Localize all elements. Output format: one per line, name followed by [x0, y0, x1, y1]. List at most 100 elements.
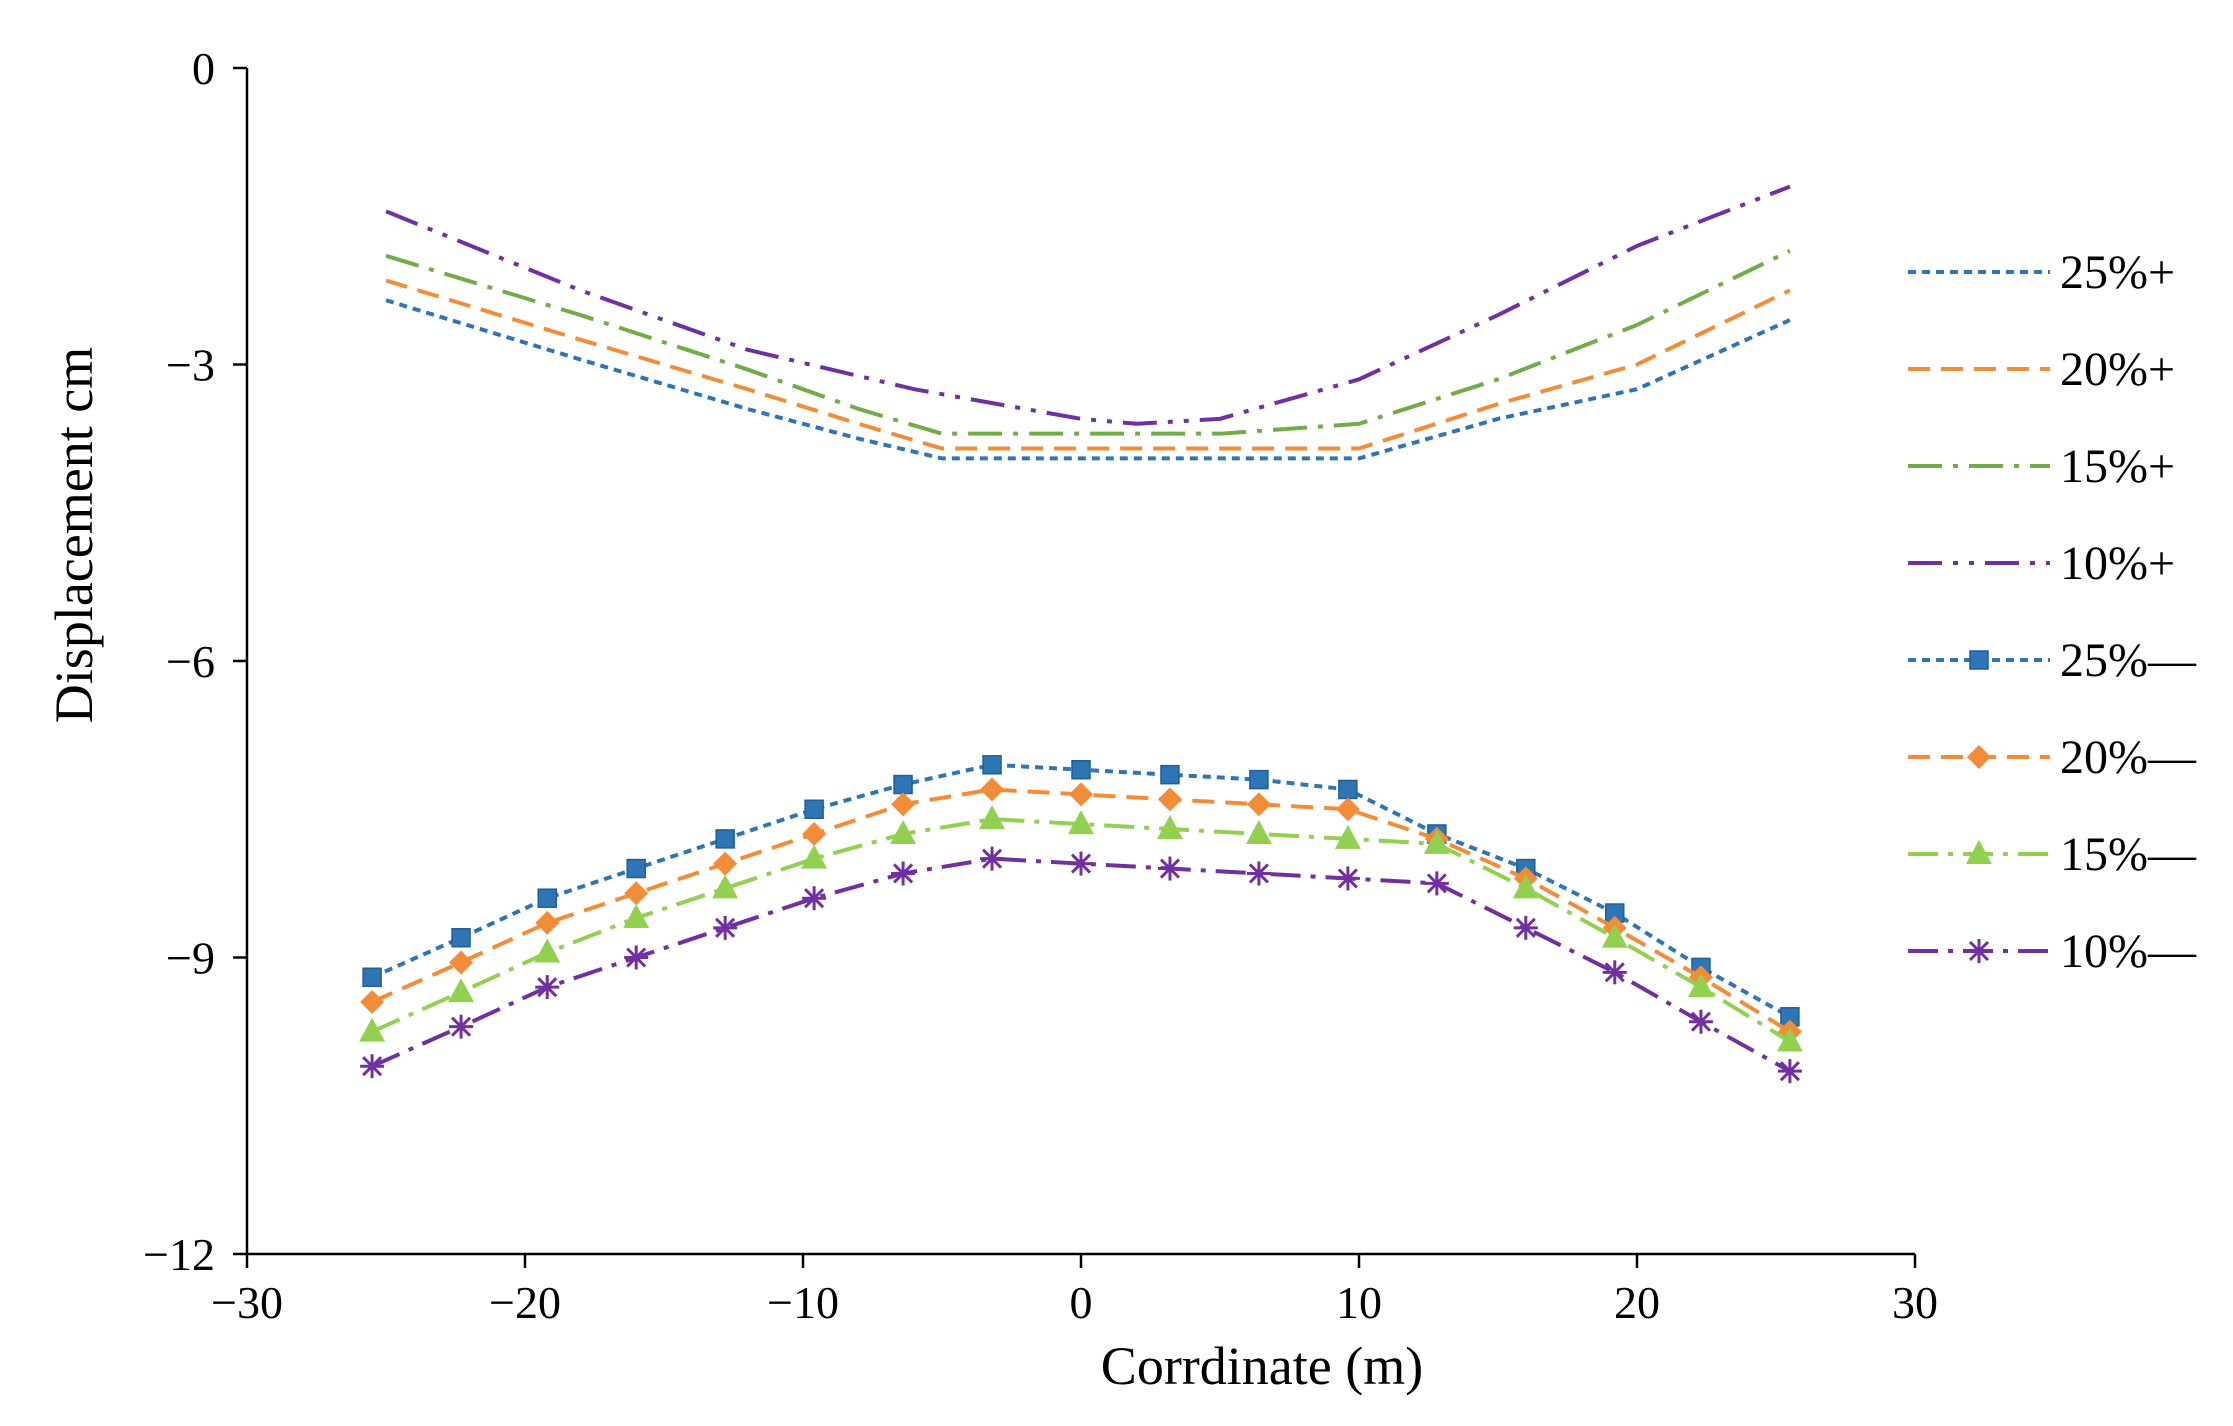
data-point-diamond — [1069, 782, 1093, 807]
data-point-diamond — [1335, 797, 1360, 822]
asterisk-stroke — [1337, 868, 1358, 889]
data-point-square — [715, 829, 735, 849]
data-point-triangle — [1068, 810, 1094, 835]
legend-label: 15%— — [2060, 828, 2197, 881]
data-point-square — [362, 967, 382, 988]
legend-item: 10%+ — [1908, 537, 2175, 590]
data-point-triangle — [1601, 923, 1628, 948]
data-point-triangle — [801, 844, 828, 869]
data-point-diamond — [891, 792, 916, 817]
series-7 — [359, 805, 1803, 1052]
asterisk-stroke — [1426, 873, 1447, 894]
y-tick-label: −6 — [166, 636, 215, 687]
axes-group — [233, 66, 1917, 1268]
asterisk-stroke — [1515, 917, 1536, 938]
series-1 — [385, 298, 1791, 461]
data-point-asterisk — [1777, 1059, 1802, 1084]
x-tick-label: 20 — [1614, 1277, 1660, 1328]
series-line — [385, 278, 1791, 451]
data-point-square — [982, 755, 1002, 775]
data-point-asterisk — [1069, 851, 1093, 876]
asterisk-stroke — [1159, 858, 1181, 879]
data-point-triangle — [712, 874, 739, 899]
data-point-diamond — [360, 989, 385, 1014]
legend-label: 25%+ — [2060, 246, 2175, 299]
legend-item: 25%— — [1908, 634, 2197, 687]
data-point-triangle — [623, 903, 650, 928]
data-point-triangle — [1156, 815, 1183, 840]
data-point-triangle — [1776, 1027, 1803, 1052]
data-point-square — [1160, 764, 1180, 785]
tick-labels: 0 −3 −6 −9 −12−30 −20 −10 0 10 20 30 — [143, 43, 1938, 1328]
series-2 — [385, 278, 1791, 451]
asterisk-stroke — [1070, 853, 1092, 874]
data-point-triangle — [1966, 840, 1992, 864]
series-line — [385, 249, 1791, 436]
data-point-asterisk — [1335, 866, 1360, 891]
y-tick-label: −12 — [143, 1229, 215, 1280]
series-3 — [385, 249, 1791, 436]
data-point-square — [1071, 759, 1091, 780]
data-point-asterisk — [449, 1014, 474, 1039]
series-line — [371, 817, 1791, 1044]
series-line — [385, 298, 1791, 461]
data-point-triangle — [448, 978, 475, 1003]
legend: 25%+ 20%+ 15%+ 10%+ 25%— 20%— 15%— 10%— — [1908, 246, 2197, 978]
data-point-triangle — [1334, 824, 1361, 849]
series-4 — [385, 184, 1791, 426]
data-point-triangle — [979, 805, 1006, 830]
series-line — [385, 184, 1791, 426]
data-point-asterisk — [535, 975, 560, 1000]
legend-label: 15%+ — [2060, 440, 2175, 493]
asterisk-stroke — [715, 917, 736, 938]
data-point-asterisk — [802, 886, 827, 911]
data-point-square — [804, 799, 824, 819]
y-tick-label: 0 — [192, 43, 215, 94]
data-point-square — [537, 888, 557, 908]
data-point-diamond — [1246, 792, 1271, 817]
asterisk-stroke — [804, 888, 825, 909]
y-tick-label: −9 — [166, 933, 215, 984]
series-group — [359, 184, 1803, 1084]
data-point-triangle — [359, 1017, 386, 1042]
data-point-asterisk — [980, 846, 1005, 871]
data-point-square — [1338, 779, 1358, 800]
data-point-diamond — [713, 851, 738, 876]
asterisk-stroke — [537, 977, 558, 998]
data-point-diamond — [980, 777, 1005, 802]
data-point-diamond — [624, 881, 649, 906]
legend-item: 15%— — [1908, 828, 2197, 881]
legend-label: 25%— — [2060, 634, 2197, 687]
data-point-diamond — [449, 950, 474, 975]
x-tick-label: −10 — [767, 1277, 839, 1328]
asterisk-stroke — [1968, 940, 1990, 962]
legend-item: 10%— — [1908, 925, 2197, 978]
asterisk-stroke — [1690, 1011, 1712, 1032]
data-point-asterisk — [624, 945, 649, 970]
series-line — [371, 856, 1791, 1073]
data-point-asterisk — [1967, 939, 1991, 963]
asterisk-stroke — [450, 1016, 472, 1037]
x-tick-label: −20 — [489, 1277, 561, 1328]
data-point-asterisk — [1424, 871, 1449, 896]
asterisk-stroke — [1779, 1061, 1800, 1082]
data-point-square — [626, 858, 646, 879]
data-point-triangle — [1245, 819, 1272, 844]
asterisk-stroke — [981, 848, 1003, 869]
data-point-asterisk — [713, 915, 738, 940]
legend-label: 10%— — [2060, 925, 2197, 978]
data-point-square — [1969, 650, 1989, 670]
legend-item: 25%+ — [1908, 246, 2175, 299]
data-point-triangle — [890, 819, 917, 844]
data-point-triangle — [534, 938, 561, 963]
data-point-diamond — [1157, 787, 1182, 812]
y-tick-label: −3 — [166, 340, 215, 391]
series-6 — [360, 777, 1802, 1044]
data-point-triangle — [1423, 829, 1450, 854]
data-point-diamond — [1967, 745, 1991, 769]
asterisk-stroke — [893, 863, 914, 884]
legend-label: 20%— — [2060, 731, 2197, 784]
legend-item: 20%+ — [1908, 343, 2175, 396]
legend-label: 10%+ — [2060, 537, 2175, 590]
data-point-square — [893, 774, 913, 795]
